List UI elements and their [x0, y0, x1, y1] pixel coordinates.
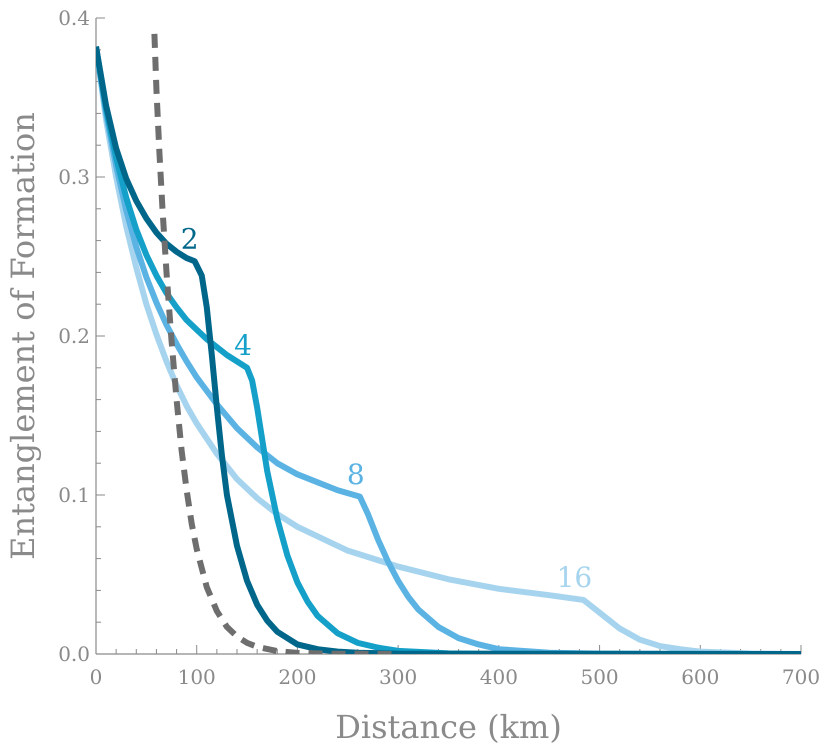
x-tick-label: 500	[580, 665, 618, 689]
x-axis-title: Distance (km)	[335, 708, 562, 746]
series-line-16	[96, 46, 802, 654]
y-tick-label: 0.1	[58, 483, 90, 507]
series-line-dashed	[151, 33, 399, 654]
x-tick-label: 200	[278, 665, 316, 689]
x-tick-label: 600	[681, 665, 719, 689]
series-label-16: 16	[557, 561, 593, 594]
series-line-8	[96, 46, 802, 654]
series-line-2	[96, 46, 802, 654]
y-tick-label: 0.4	[58, 6, 90, 30]
y-tick-label: 0.0	[58, 642, 90, 666]
series-label-4: 4	[234, 329, 252, 362]
series-labels-group: 2 4 8 16	[181, 223, 592, 595]
series-line-4	[96, 46, 802, 654]
axes-group: 0 100 200 300 400 500 600 700 0.0 0.1 0.2 0.3 0.4	[58, 6, 820, 689]
y-tick-label: 0.2	[58, 324, 90, 348]
y-axis-title: Entanglement of Formation	[4, 112, 42, 560]
x-tick-label: 400	[480, 665, 518, 689]
x-tick-label: 700	[782, 665, 820, 689]
x-tick-label: 0	[90, 665, 103, 689]
series-label-2: 2	[181, 223, 199, 256]
series-label-8: 8	[347, 458, 365, 491]
x-tick-label: 100	[178, 665, 216, 689]
x-tick-label: 300	[379, 665, 417, 689]
series-group	[96, 33, 802, 654]
y-tick-label: 0.3	[58, 165, 90, 189]
